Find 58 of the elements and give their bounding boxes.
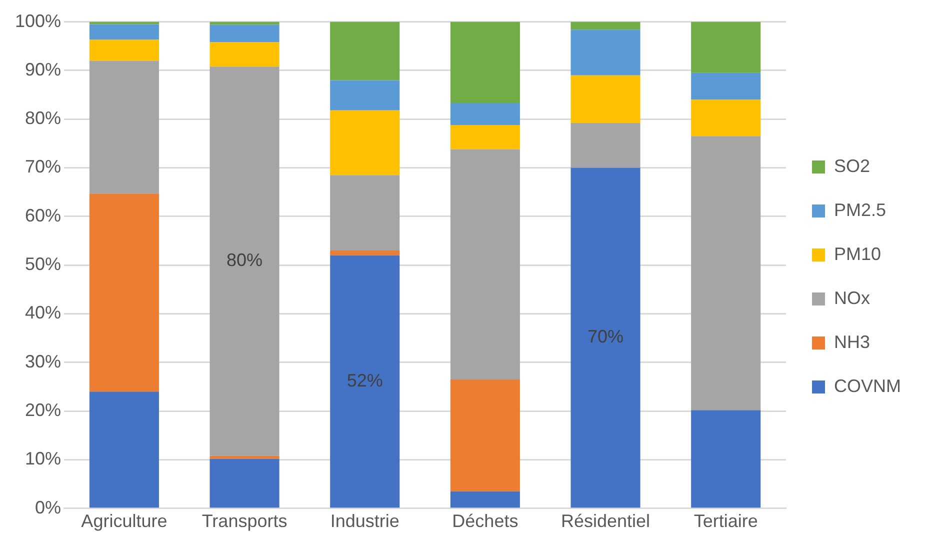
legend-label: NH3 — [834, 332, 870, 352]
x-tick-label: Tertiaire — [694, 511, 758, 532]
x-tick-label: Transports — [202, 511, 288, 532]
bar — [89, 194, 159, 392]
bar — [570, 168, 640, 508]
bar — [89, 40, 159, 61]
x-tick-label: Industrie — [330, 511, 400, 532]
bar — [450, 103, 520, 125]
data-label: 80% — [226, 250, 263, 270]
bar — [570, 30, 640, 76]
y-tick-label: 20% — [25, 400, 62, 420]
y-tick-label: 10% — [25, 448, 62, 469]
bar — [570, 123, 640, 168]
bar — [210, 456, 280, 459]
x-tick-label: Agriculture — [81, 511, 168, 532]
data-label: 52% — [346, 370, 383, 390]
bar — [210, 24, 280, 42]
bar — [691, 100, 761, 136]
legend-label: NOx — [834, 288, 870, 308]
legend-label: PM10 — [834, 244, 882, 264]
y-tick-label: 90% — [25, 59, 62, 80]
bar — [330, 110, 400, 176]
bar — [89, 24, 159, 40]
x-tick-label: Résidentiel — [560, 511, 650, 532]
y-tick-label: 30% — [25, 351, 62, 372]
bar — [330, 80, 400, 110]
y-tick-label: 80% — [25, 108, 62, 128]
bar — [330, 255, 400, 508]
bar — [691, 22, 761, 73]
bar — [450, 491, 520, 508]
y-tick-label: 60% — [25, 205, 62, 226]
data-label: 70% — [587, 326, 624, 347]
bar — [570, 22, 640, 30]
bar — [330, 22, 400, 80]
bar — [450, 379, 520, 492]
bar — [570, 75, 640, 124]
legend-label: COVNM — [834, 376, 901, 396]
bar — [330, 175, 400, 250]
y-tick-label: 50% — [25, 254, 62, 274]
bar — [89, 392, 159, 508]
legend-label: SO2 — [834, 156, 870, 176]
bar — [210, 42, 280, 67]
bar — [330, 250, 400, 256]
y-tick-label: 70% — [25, 156, 62, 177]
bar — [450, 124, 520, 150]
bar — [691, 72, 761, 100]
y-tick-label: 0% — [35, 497, 62, 518]
legend-label: PM2.5 — [834, 200, 886, 220]
bar — [210, 66, 280, 456]
x-tick-label: Déchets — [452, 511, 518, 532]
y-tick-label: 100% — [14, 10, 62, 31]
bar — [450, 22, 520, 104]
bar — [691, 410, 761, 508]
y-tick-label: 40% — [25, 302, 62, 323]
bar — [210, 458, 280, 508]
bar — [89, 60, 159, 194]
bar — [450, 149, 520, 380]
bar — [691, 136, 761, 410]
